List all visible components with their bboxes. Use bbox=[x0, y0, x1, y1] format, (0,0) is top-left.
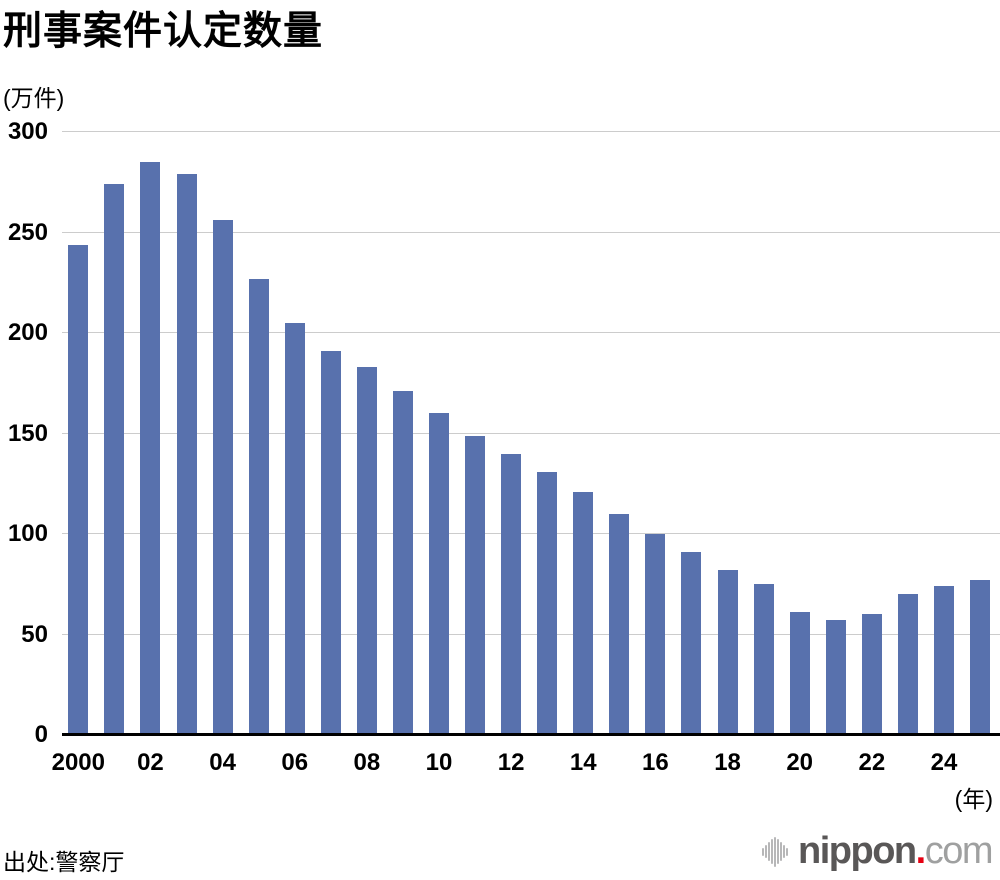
logo-dot: . bbox=[915, 830, 927, 872]
gridline-150 bbox=[62, 432, 1000, 434]
gridline-200 bbox=[62, 332, 1000, 333]
bar-2012 bbox=[501, 453, 522, 735]
chart-title: 刑事案件认定数量 bbox=[3, 10, 324, 53]
bar-2001 bbox=[104, 184, 125, 735]
x-tick-label-06: 06 bbox=[281, 749, 309, 776]
nippon-logo: nippon. com bbox=[762, 830, 994, 873]
logo-nippon: nippon bbox=[798, 830, 917, 872]
gridline-100 bbox=[62, 533, 1000, 534]
x-tick-label-02: 02 bbox=[137, 749, 164, 776]
x-tick-label-12: 12 bbox=[497, 749, 525, 776]
x-tick-label-18: 18 bbox=[714, 749, 741, 776]
y-tick-label-100: 100 bbox=[7, 520, 48, 547]
source-label: 出处:警察厅 bbox=[3, 849, 125, 875]
bar-2002 bbox=[140, 162, 161, 735]
soundwave-bar bbox=[765, 845, 768, 858]
x-tick-label-14: 14 bbox=[569, 749, 597, 776]
y-tick-label-200: 200 bbox=[7, 319, 48, 346]
bar-2010 bbox=[429, 413, 449, 735]
logo-com: com bbox=[924, 830, 994, 872]
bar-2025 bbox=[970, 580, 991, 735]
x-tick-label-08: 08 bbox=[353, 749, 381, 776]
bar-2005 bbox=[248, 278, 269, 735]
bar-2003 bbox=[176, 174, 197, 735]
x-tick-label-10: 10 bbox=[425, 749, 453, 776]
bar-2000 bbox=[68, 244, 89, 735]
bar-2013 bbox=[537, 471, 558, 735]
bar-2023 bbox=[897, 594, 918, 735]
x-tick-label-24: 24 bbox=[930, 749, 958, 776]
soundwave-bar bbox=[786, 847, 789, 856]
x-tick-label-20: 20 bbox=[786, 749, 814, 776]
x-tick-label-16: 16 bbox=[642, 749, 669, 776]
soundwave-bar bbox=[780, 842, 783, 861]
x-tick-label-22: 22 bbox=[858, 749, 886, 776]
gridline-50 bbox=[62, 633, 1000, 635]
bar-2004 bbox=[212, 220, 233, 735]
x-axis-unit-label: (年) bbox=[954, 786, 993, 812]
soundwave-bar bbox=[777, 839, 780, 864]
gridline-300 bbox=[62, 131, 1000, 133]
bar-2021 bbox=[825, 620, 846, 735]
x-tick-label-04: 04 bbox=[209, 749, 236, 776]
bar-2006 bbox=[284, 323, 305, 735]
bar-2008 bbox=[356, 367, 377, 735]
bar-2019 bbox=[753, 584, 774, 735]
soundwave-bar bbox=[768, 842, 771, 861]
soundwave-bar bbox=[774, 836, 777, 867]
bar-2011 bbox=[465, 435, 486, 735]
bar-2015 bbox=[609, 513, 630, 735]
bar-2014 bbox=[573, 491, 594, 735]
x-axis-line bbox=[62, 733, 1000, 736]
x-axis: 2000 02 04 06 08 10 12 14 16 18 20 22 24 bbox=[0, 749, 1000, 781]
bar-2017 bbox=[681, 552, 702, 735]
bar-2009 bbox=[392, 391, 413, 735]
y-tick-label-50: 50 bbox=[21, 620, 48, 648]
y-axis: 0 50 100 150 200 250 300 bbox=[0, 118, 48, 748]
soundwave-bars-icon bbox=[762, 836, 789, 867]
nippon-logo-text: nippon. com bbox=[798, 830, 994, 873]
bar-2007 bbox=[320, 351, 341, 735]
soundwave-bar bbox=[783, 845, 786, 858]
soundwave-bar bbox=[762, 847, 765, 856]
y-axis-unit-label: (万件) bbox=[3, 85, 65, 111]
x-tick-label-2000: 2000 bbox=[51, 749, 105, 776]
plot-area bbox=[62, 131, 1000, 736]
y-tick-label-150: 150 bbox=[7, 419, 48, 447]
y-tick-label-250: 250 bbox=[7, 218, 48, 246]
gridline-250 bbox=[62, 231, 1000, 233]
bar-2022 bbox=[861, 614, 882, 735]
y-tick-label-0: 0 bbox=[34, 721, 48, 748]
y-tick-label-300: 300 bbox=[7, 118, 48, 145]
bar-2024 bbox=[933, 586, 954, 735]
soundwave-bar bbox=[771, 839, 774, 864]
bar-2018 bbox=[717, 570, 738, 735]
bar-2016 bbox=[645, 534, 666, 735]
bar-2020 bbox=[789, 612, 810, 735]
